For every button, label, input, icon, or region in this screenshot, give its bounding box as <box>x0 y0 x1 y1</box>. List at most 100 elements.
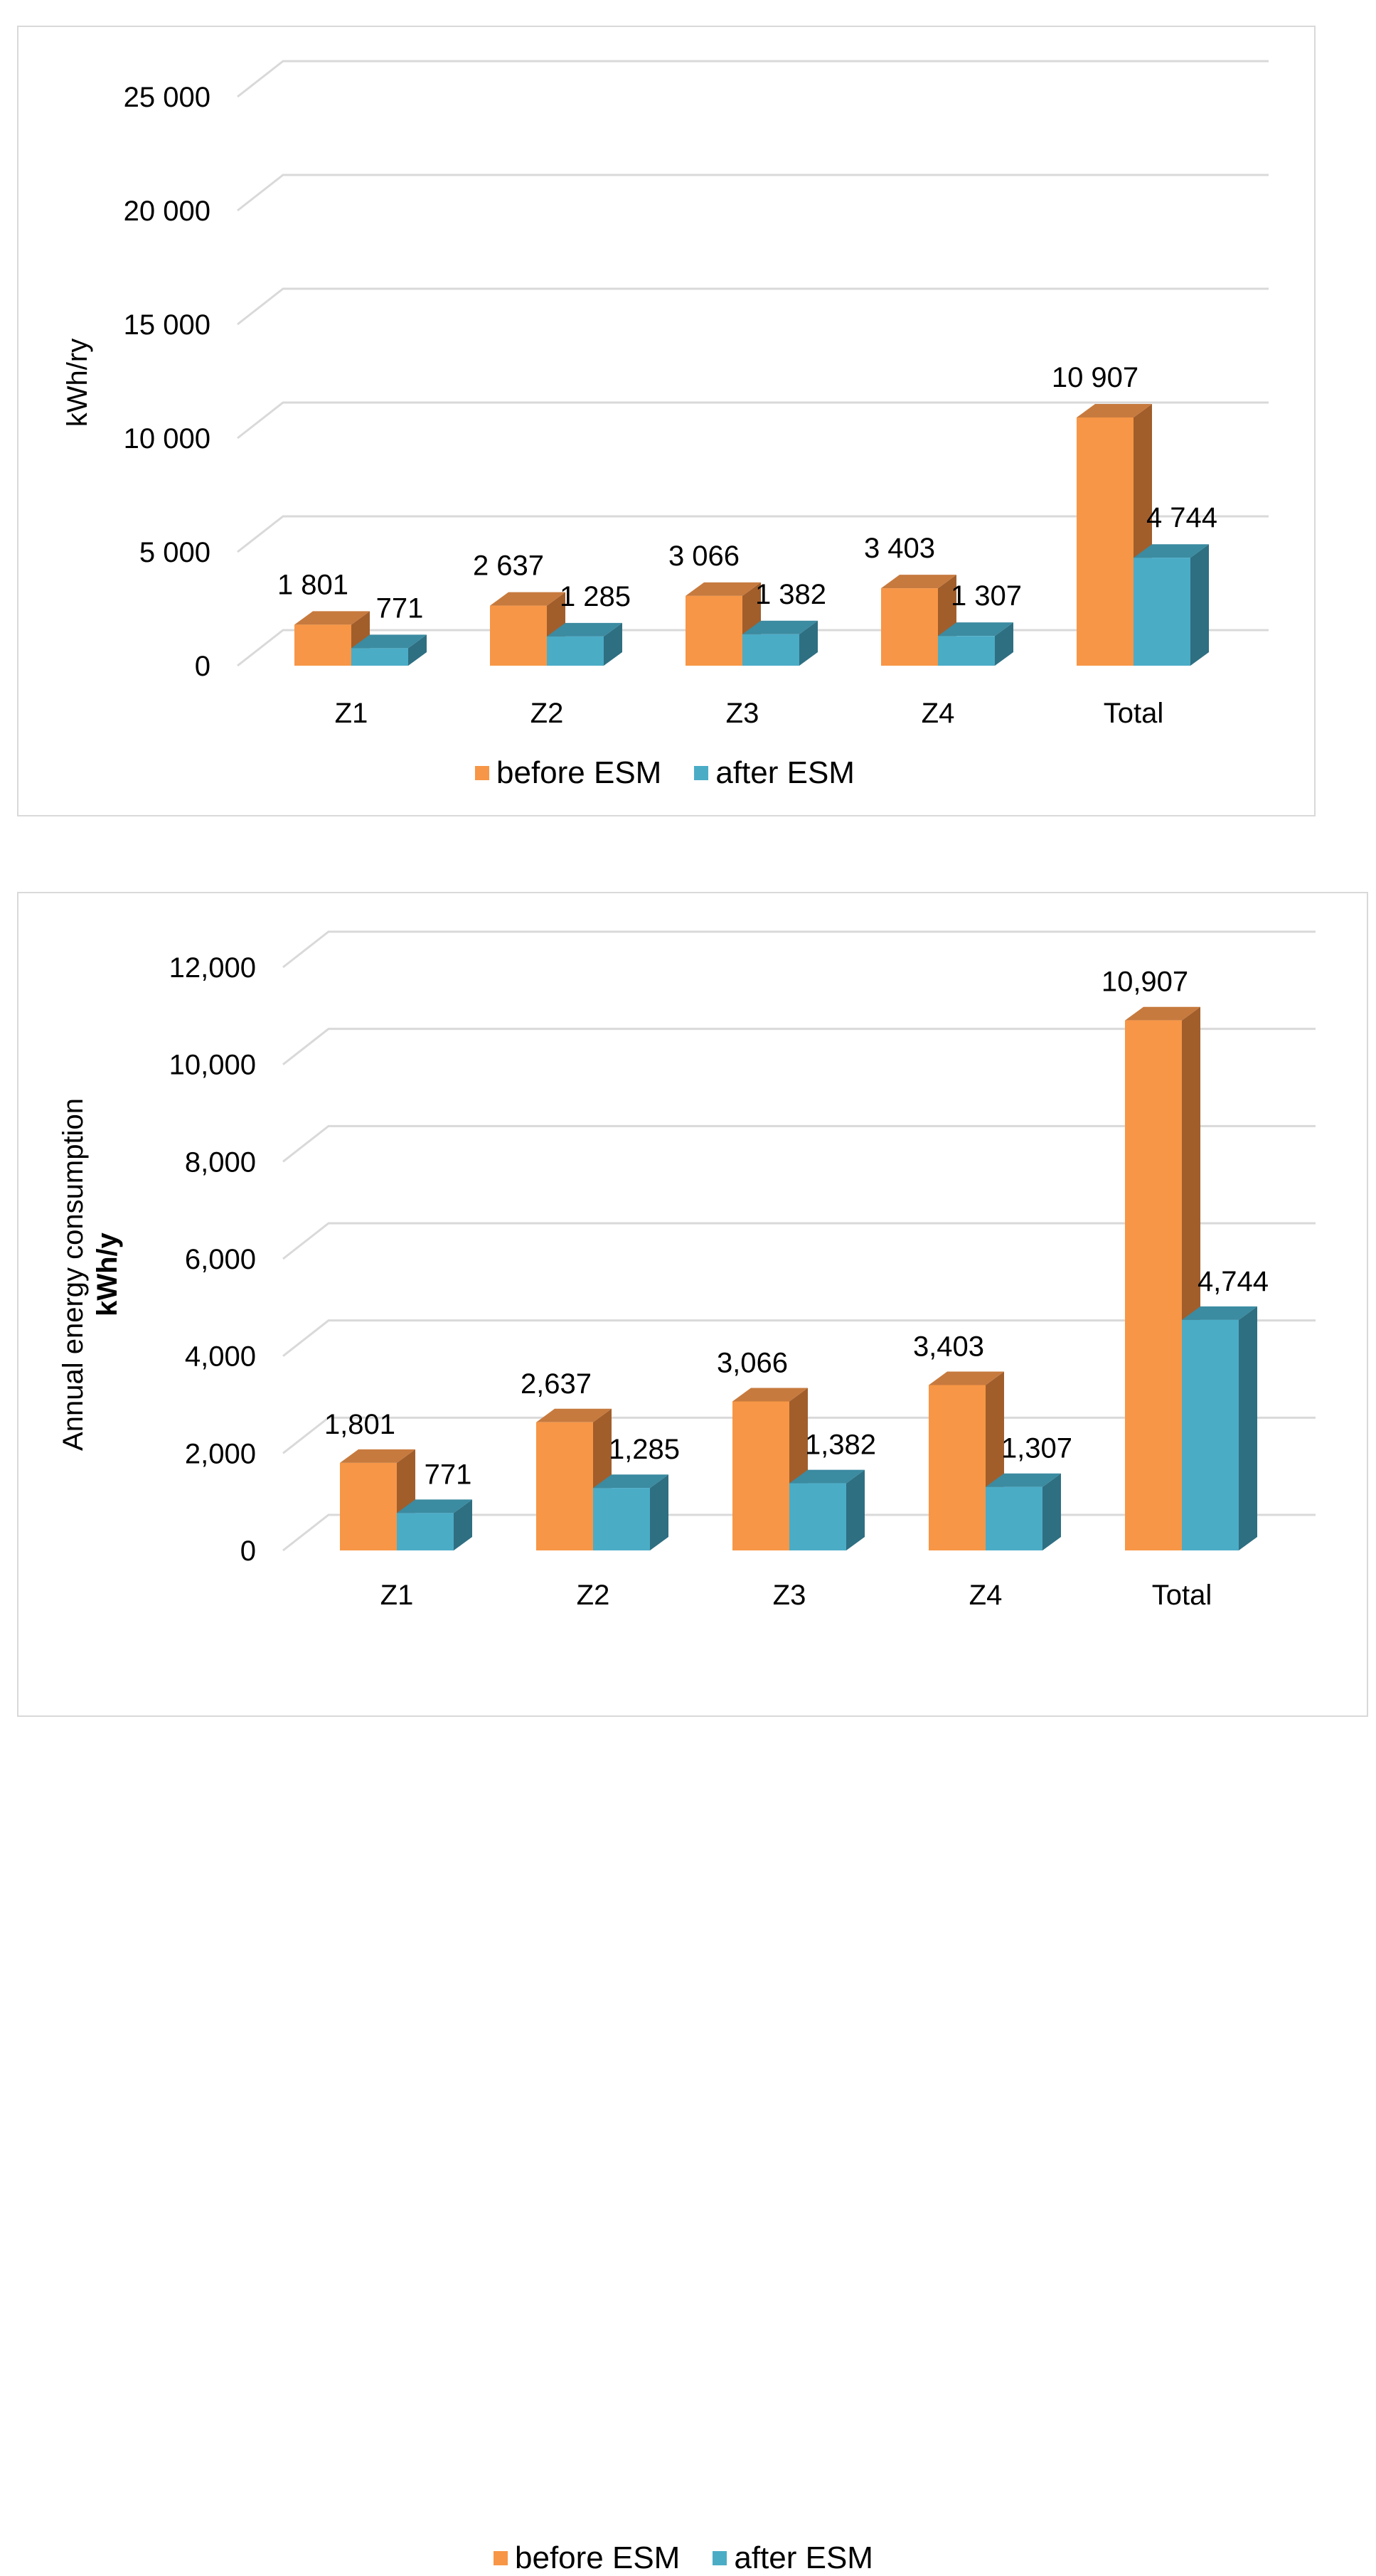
bar-after-esm-z2 <box>593 1474 668 1550</box>
bar-front <box>547 636 604 666</box>
legend-item-before: before ESM <box>475 755 661 791</box>
x-category-label: Z4 <box>922 698 955 729</box>
chart-panel-1: 0 5 000 10 000 15 000 20 000 25 000 kWh/ry 1 80… <box>17 26 1316 816</box>
bar-front <box>732 1401 789 1550</box>
bar-before-esm-z2 <box>536 1408 612 1550</box>
bar-top <box>547 622 622 637</box>
chart-2-legend: before ESM after ESM <box>494 2540 906 2576</box>
bar-top <box>1077 403 1152 417</box>
bar-top <box>686 582 761 596</box>
bar-side <box>799 620 818 666</box>
bar-after-esm-z3 <box>789 1469 865 1550</box>
bar-front <box>593 1488 650 1550</box>
x-category-label: Total <box>1104 698 1164 729</box>
bar-after-esm-z1 <box>397 1499 472 1550</box>
bar-front <box>1077 417 1134 666</box>
bar-top <box>938 622 1013 637</box>
legend-label-before: before ESM <box>496 755 662 790</box>
bar-after-esm-total <box>1134 544 1209 666</box>
data-label-after: 1,307 <box>1001 1433 1072 1464</box>
bar-top <box>397 1499 472 1513</box>
gridline <box>237 60 1269 98</box>
y-tick-label: 2,000 <box>185 1438 256 1469</box>
bar-side <box>408 634 427 666</box>
bar-top <box>1182 1306 1257 1320</box>
bar-front <box>986 1486 1042 1550</box>
data-label-after: 1 285 <box>560 581 631 612</box>
data-label-before: 1,801 <box>324 1409 395 1440</box>
y-tick-label: 0 <box>195 651 210 682</box>
data-label-before: 3 066 <box>668 541 740 572</box>
bar-front <box>929 1385 986 1550</box>
bar-front <box>881 588 938 666</box>
bar-top <box>1125 1006 1200 1021</box>
y-tick-label: 6,000 <box>185 1244 256 1275</box>
bar-front <box>789 1483 846 1550</box>
x-category-label: Z2 <box>577 1580 610 1611</box>
bar-front <box>294 624 351 666</box>
gridline <box>282 930 1316 969</box>
data-label-after: 1,285 <box>609 1434 680 1465</box>
bar-after-esm-z1 <box>351 634 427 666</box>
y-tick-label: 25 000 <box>124 82 210 113</box>
bar-front <box>938 636 995 666</box>
y-tick-label: 4,000 <box>185 1341 256 1373</box>
x-category-label: Z1 <box>380 1580 414 1611</box>
x-category-label: Z3 <box>773 1580 806 1611</box>
data-label-after: 1,382 <box>805 1430 876 1461</box>
gridline <box>282 1319 1316 1357</box>
x-category-label: Z4 <box>969 1580 1003 1611</box>
x-category-label: Z1 <box>335 698 368 729</box>
x-category-label: Z2 <box>530 698 564 729</box>
bar-top <box>742 620 818 634</box>
bar-side <box>1239 1306 1257 1550</box>
x-category-label: Total <box>1152 1580 1212 1611</box>
bar-side <box>1190 544 1209 666</box>
legend-swatch-after <box>713 2551 727 2565</box>
gridline <box>282 1124 1316 1163</box>
data-label-after: 4 744 <box>1146 502 1217 533</box>
y-tick-label: 8,000 <box>185 1146 256 1178</box>
gridline <box>282 1222 1316 1260</box>
bar-top <box>789 1469 865 1484</box>
chart-1-plot: 0 5 000 10 000 15 000 20 000 25 000 kWh/ry 1 80… <box>62 60 1269 729</box>
data-label-before: 3,066 <box>717 1347 788 1378</box>
bar-before-esm-z3 <box>732 1388 808 1550</box>
bar-front <box>397 1513 454 1550</box>
bar-front <box>1182 1319 1239 1550</box>
data-label-after: 771 <box>425 1459 472 1490</box>
bar-front <box>340 1462 397 1550</box>
bar-top <box>732 1388 808 1402</box>
gridline <box>237 401 1269 440</box>
legend-item-after: after ESM <box>694 755 855 791</box>
gridline <box>237 174 1269 212</box>
data-label-after: 771 <box>376 592 424 624</box>
y-tick-label: 5 000 <box>139 537 210 568</box>
legend-label-after: after ESM <box>715 755 855 790</box>
bar-top <box>294 611 370 625</box>
data-label-before: 2 637 <box>473 550 544 582</box>
data-label-before: 10,907 <box>1102 967 1188 998</box>
bar-top <box>593 1474 668 1489</box>
legend-label-after: after ESM <box>734 2540 873 2575</box>
gridline <box>237 287 1269 326</box>
gridline <box>282 1028 1316 1065</box>
chart-2-plot: 0 2,000 4,000 6,000 8,000 10,000 12,000 Annual … <box>58 930 1316 1611</box>
bar-top <box>536 1408 612 1422</box>
bar-after-esm-z4 <box>938 622 1013 666</box>
bar-front <box>686 595 742 666</box>
data-label-after: 1 382 <box>755 579 826 610</box>
legend-item-after: after ESM <box>713 2540 873 2576</box>
bar-side <box>454 1499 472 1550</box>
y-axis-unit: kWh/y <box>92 1232 123 1316</box>
legend-label-before: before ESM <box>515 2540 681 2575</box>
data-label-before: 3,403 <box>913 1331 984 1362</box>
legend-swatch-before <box>494 2551 508 2565</box>
bar-side <box>846 1469 865 1550</box>
legend-swatch-after <box>694 766 709 780</box>
y-tick-label: 12,000 <box>169 952 256 984</box>
y-tick-label: 10 000 <box>124 423 210 454</box>
data-label-before: 1 801 <box>277 569 348 600</box>
bar-side <box>1042 1473 1061 1550</box>
bar-front <box>490 605 547 666</box>
